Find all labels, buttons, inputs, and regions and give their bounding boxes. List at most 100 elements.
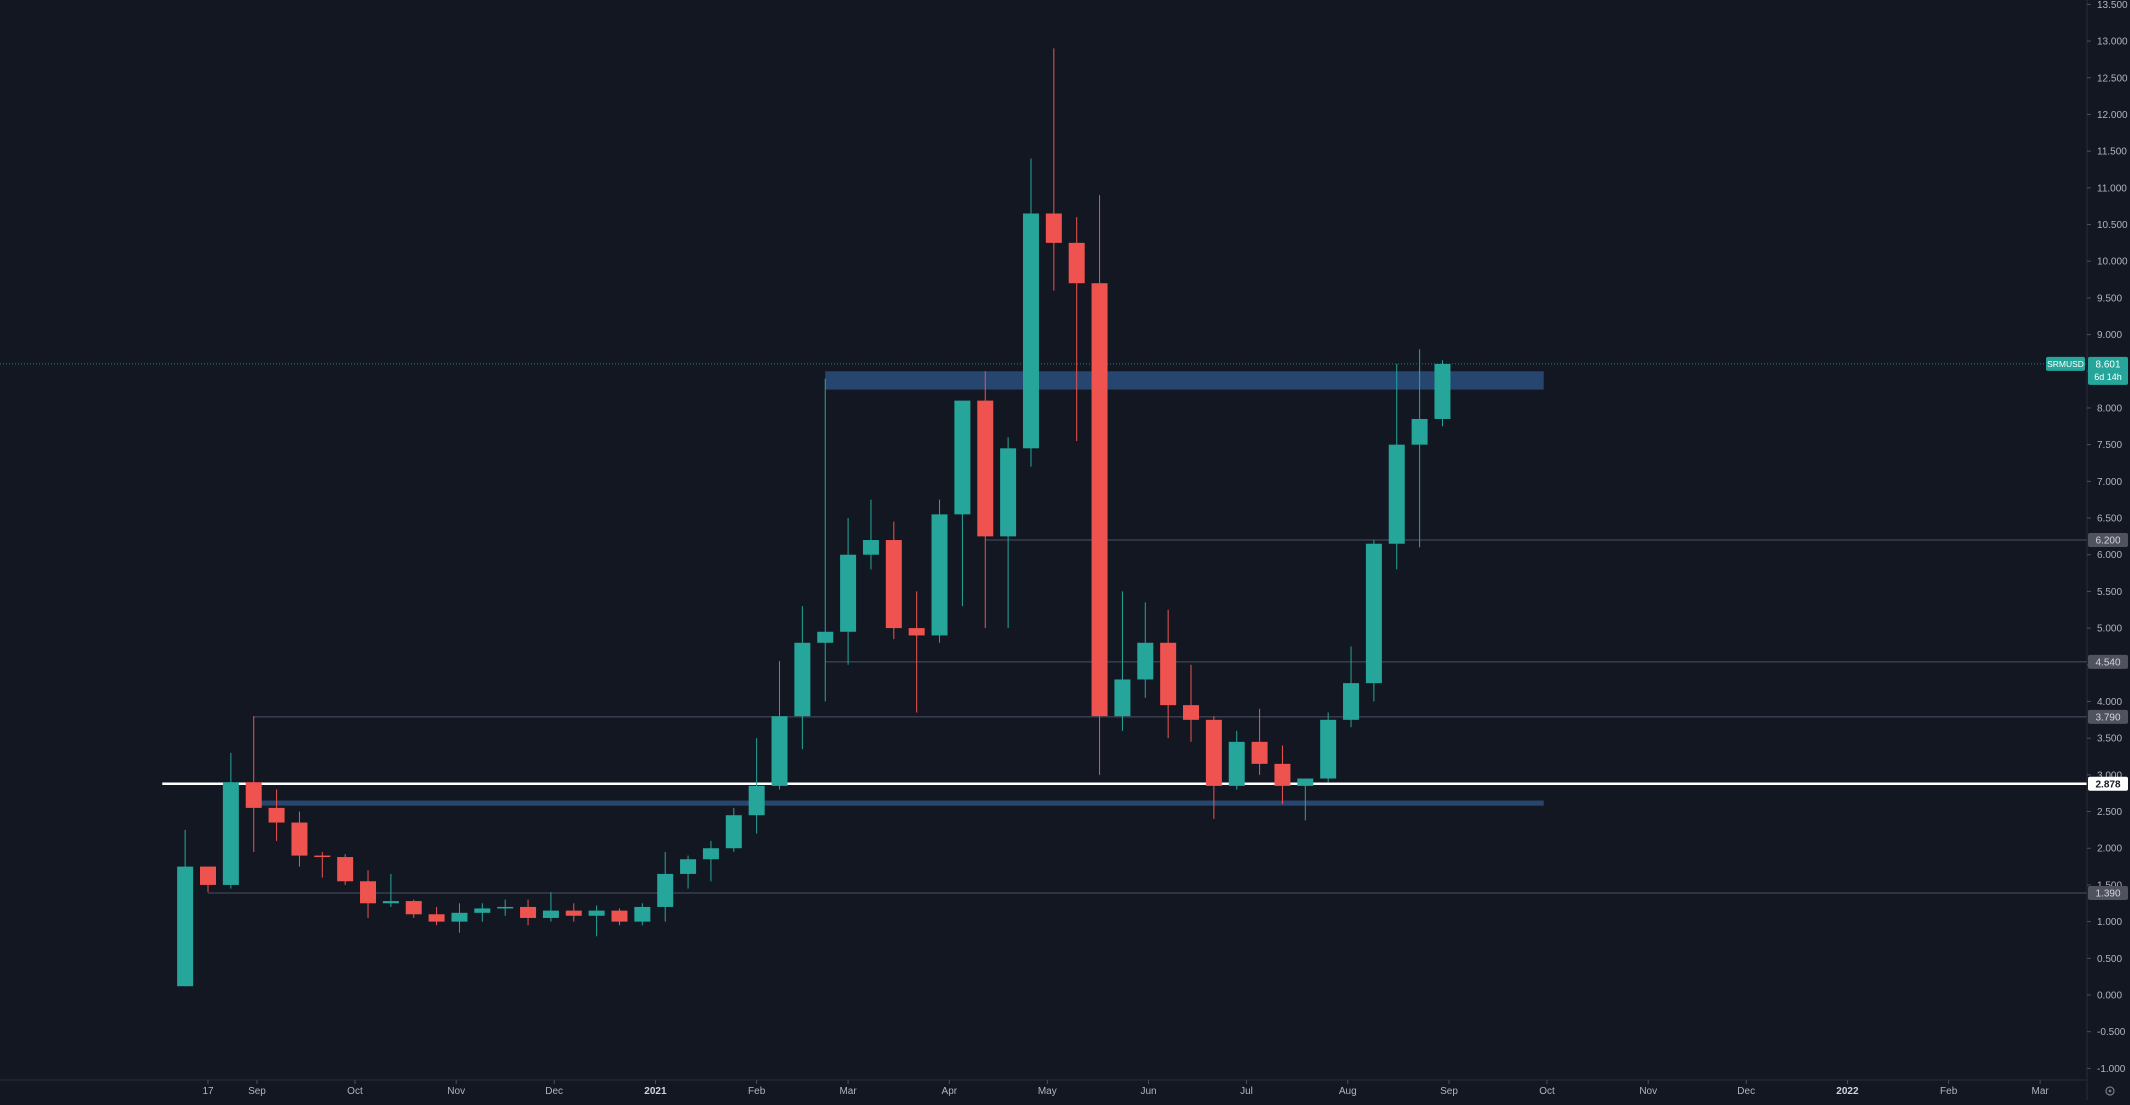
price-tick-label-17: 7.500 [2097, 440, 2122, 451]
candle-body-9 [382, 901, 399, 904]
candle-body-3 [245, 782, 262, 808]
candle-body-43 [1160, 642, 1177, 706]
level-badge-label-2: 3.790 [2095, 712, 2120, 723]
settings-gear-icon[interactable] [2105, 1086, 2115, 1096]
time-tick-label-6: Feb [748, 1086, 766, 1097]
last-price-badge [2088, 356, 2128, 385]
candle-body-35 [977, 400, 994, 537]
price-tick-label-18: 8.000 [2097, 403, 2122, 414]
price-tick-label-4: 1.000 [2097, 917, 2122, 928]
candle-body-5 [291, 822, 308, 856]
time-tick-label-12: Aug [1339, 1086, 1357, 1097]
zones-layer [253, 371, 1544, 806]
candle-body-18 [588, 910, 605, 916]
candle-body-28 [817, 631, 834, 643]
price-tick-label-13: 5.500 [2097, 587, 2122, 598]
candle-body-21 [657, 873, 674, 907]
candle-body-26 [771, 716, 788, 786]
price-badges-layer: 6.200 4.540 3.790 1.390 2.878 SRMUSD 8.601 6d 1… [2046, 356, 2128, 901]
time-tick-label-15: Nov [1639, 1086, 1657, 1097]
time-tick-label-5: 2021 [644, 1086, 667, 1097]
price-tick-label-20: 9.000 [2097, 330, 2122, 341]
time-tick-label-7: Mar [839, 1086, 857, 1097]
candles-layer [177, 48, 1451, 987]
candle-body-39 [1068, 242, 1085, 284]
candle-body-47 [1251, 741, 1268, 764]
time-tick-label-13: Sep [1440, 1086, 1458, 1097]
candle-body-11 [428, 914, 445, 922]
candle-body-32 [908, 628, 925, 636]
candle-body-4 [268, 807, 285, 823]
price-tick-label-9: 3.500 [2097, 734, 2122, 745]
time-tick-label-8: Apr [942, 1086, 958, 1097]
countdown-label: 6d 14h [2094, 372, 2122, 382]
price-tick-label-14: 6.000 [2097, 550, 2122, 561]
levels-layer [0, 363, 2087, 894]
candle-body-40 [1091, 283, 1108, 717]
level-badge-label-3: 1.390 [2095, 889, 2120, 900]
time-axis[interactable]: 17 Sep Oct Nov Dec 2021 Feb Mar Apr May Jun Jul Aug S… [0, 1079, 2087, 1097]
price-tick-label-16: 7.000 [2097, 477, 2122, 488]
level-badge-label-1: 4.540 [2095, 657, 2120, 668]
candle-body-2 [222, 782, 239, 885]
candle-body-34 [954, 400, 971, 515]
time-tick-label-10: Jun [1140, 1086, 1156, 1097]
price-tick-label-5: 1.500 [2097, 880, 2122, 891]
level-badge-label-4: 2.878 [2095, 779, 2120, 790]
time-tick-label-11: Jul [1240, 1086, 1253, 1097]
candle-body-44 [1183, 705, 1200, 720]
candle-body-36 [1000, 448, 1017, 537]
level-badge-0 [2088, 533, 2128, 548]
candle-body-45 [1205, 719, 1222, 786]
price-tick-label-10: 4.000 [2097, 697, 2122, 708]
candle-body-0 [177, 866, 194, 987]
candle-body-29 [840, 554, 857, 632]
candle-body-10 [405, 901, 422, 915]
price-tick-label-25: 11.500 [2097, 147, 2127, 158]
time-tick-label-4: Dec [545, 1086, 563, 1097]
candle-body-24 [725, 815, 742, 849]
zone-box-0 [825, 371, 1544, 390]
candle-body-52 [1365, 543, 1382, 684]
price-tick-label-12: 5.000 [2097, 624, 2122, 635]
candle-body-12 [451, 912, 468, 922]
candle-body-31 [885, 540, 902, 629]
candle-body-37 [1022, 213, 1039, 449]
price-tick-label-15: 6.500 [2097, 514, 2122, 525]
price-tick-label-26: 12.000 [2097, 110, 2128, 121]
time-tick-label-16: Dec [1737, 1086, 1755, 1097]
level-badge-2 [2088, 709, 2128, 724]
time-tick-label-17: 2022 [1836, 1086, 1859, 1097]
candle-body-50 [1320, 719, 1337, 779]
candle-body-51 [1343, 683, 1360, 720]
candle-body-14 [497, 906, 514, 909]
candle-body-22 [680, 859, 697, 874]
candle-body-30 [862, 540, 879, 555]
price-tick-label-1: -0.500 [2097, 1027, 2126, 1038]
candle-body-53 [1388, 444, 1405, 544]
price-tick-label-7: 2.500 [2097, 807, 2122, 818]
level-badge-4 [2088, 776, 2128, 791]
time-tick-label-0: 17 [202, 1086, 214, 1097]
price-tick-label-3: 0.500 [2097, 954, 2122, 965]
time-tick-label-18: Feb [1940, 1086, 1958, 1097]
time-tick-label-9: May [1038, 1086, 1057, 1097]
candle-body-17 [565, 910, 582, 916]
price-tick-label-2: 0.000 [2097, 991, 2122, 1002]
candle-body-49 [1297, 778, 1314, 786]
price-tick-label-27: 12.500 [2097, 73, 2128, 84]
candle-body-48 [1274, 763, 1291, 786]
candle-body-41 [1114, 679, 1131, 717]
price-tick-label-0: -1.000 [2097, 1064, 2126, 1075]
price-tick-label-21: 9.500 [2097, 293, 2122, 304]
time-tick-label-19: Mar [2031, 1086, 2049, 1097]
time-tick-label-14: Oct [1539, 1086, 1555, 1097]
zone-box-1 [253, 800, 1544, 806]
candle-body-19 [611, 910, 628, 922]
candle-body-6 [314, 855, 331, 858]
candle-body-23 [702, 848, 719, 860]
candle-body-54 [1411, 418, 1428, 445]
